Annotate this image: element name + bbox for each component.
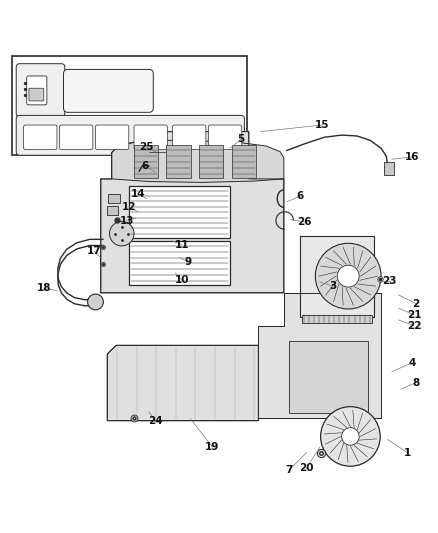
Text: 2: 2 <box>413 298 420 309</box>
Text: 17: 17 <box>87 246 102 256</box>
Circle shape <box>88 294 103 310</box>
Bar <box>166 145 191 178</box>
Text: 8: 8 <box>413 377 420 387</box>
Text: 26: 26 <box>297 217 312 227</box>
Circle shape <box>321 407 380 466</box>
Text: 15: 15 <box>314 120 329 130</box>
Text: 16: 16 <box>404 152 419 162</box>
Bar <box>384 162 394 175</box>
FancyBboxPatch shape <box>95 125 129 150</box>
FancyBboxPatch shape <box>16 115 244 155</box>
Text: 14: 14 <box>131 189 145 199</box>
Circle shape <box>342 427 359 445</box>
Text: 22: 22 <box>406 321 421 330</box>
Text: 1: 1 <box>404 448 411 458</box>
FancyBboxPatch shape <box>134 125 167 150</box>
Polygon shape <box>112 140 284 182</box>
Bar <box>107 206 118 215</box>
Text: 21: 21 <box>406 310 421 320</box>
Circle shape <box>337 265 359 287</box>
Polygon shape <box>107 345 258 421</box>
Text: 5: 5 <box>237 134 244 144</box>
Text: 23: 23 <box>382 276 397 286</box>
FancyBboxPatch shape <box>60 125 93 150</box>
Text: 25: 25 <box>139 142 154 152</box>
Text: 18: 18 <box>36 284 51 293</box>
Text: 10: 10 <box>174 274 189 285</box>
FancyBboxPatch shape <box>173 125 206 150</box>
FancyBboxPatch shape <box>27 76 47 105</box>
FancyBboxPatch shape <box>64 69 153 112</box>
FancyBboxPatch shape <box>29 88 44 101</box>
Text: 12: 12 <box>122 203 137 212</box>
FancyBboxPatch shape <box>16 64 65 117</box>
Bar <box>12 56 247 155</box>
FancyBboxPatch shape <box>24 125 57 150</box>
Bar <box>302 314 372 324</box>
Text: 24: 24 <box>148 416 163 426</box>
Bar <box>134 145 158 178</box>
Text: 4: 4 <box>408 358 415 368</box>
Text: 9: 9 <box>185 257 192 267</box>
Text: 6: 6 <box>297 191 304 201</box>
Bar <box>129 187 230 238</box>
Text: 7: 7 <box>286 465 293 475</box>
Text: 11: 11 <box>174 240 189 249</box>
Circle shape <box>110 221 134 246</box>
Text: 20: 20 <box>299 463 314 473</box>
Polygon shape <box>101 132 284 293</box>
Text: 13: 13 <box>120 215 134 225</box>
Bar <box>289 341 368 413</box>
Bar <box>199 145 223 178</box>
Text: 6: 6 <box>141 161 148 171</box>
Bar <box>108 194 120 204</box>
Text: 3: 3 <box>329 281 336 291</box>
Text: 19: 19 <box>205 442 219 452</box>
Bar <box>129 241 230 285</box>
FancyBboxPatch shape <box>208 125 242 150</box>
Bar <box>300 236 374 317</box>
Circle shape <box>315 243 381 309</box>
Bar <box>232 145 256 178</box>
Polygon shape <box>258 293 381 418</box>
